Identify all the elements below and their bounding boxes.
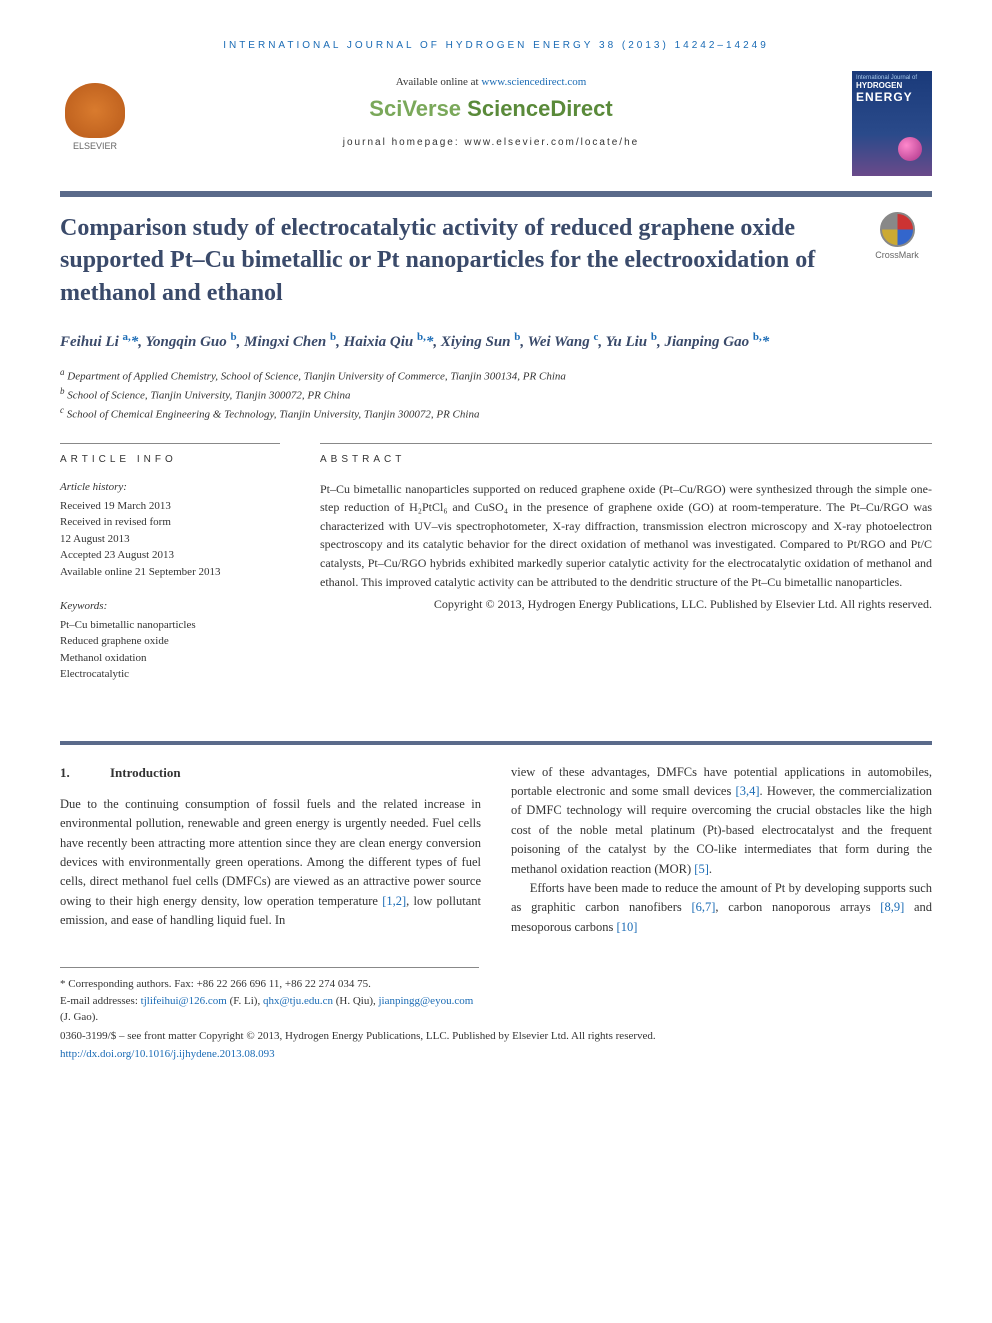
abstract-copyright: Copyright © 2013, Hydrogen Energy Public… — [320, 595, 932, 614]
email-link[interactable]: tjlifeihui@126.com — [141, 995, 227, 1007]
masthead: ELSEVIER Available online at www.science… — [60, 71, 932, 176]
cover-graphic-icon — [898, 137, 922, 161]
article-info-column: ARTICLE INFO Article history: Received 1… — [60, 443, 280, 701]
sciencedirect-text: ScienceDirect — [467, 96, 613, 121]
sciencedirect-logo[interactable]: SciVerse ScienceDirect — [150, 96, 832, 122]
article-history-label: Article history: — [60, 479, 280, 496]
affiliation-list: a Department of Applied Chemistry, Schoo… — [60, 366, 932, 423]
keyword-item: Electrocatalytic — [60, 666, 280, 683]
email-link[interactable]: jianpingg@eyou.com — [379, 995, 474, 1007]
history-line: 12 August 2013 — [60, 531, 280, 548]
doi-line: http://dx.doi.org/10.1016/j.ijhydene.201… — [60, 1046, 932, 1063]
citation-ref[interactable]: [8,9] — [880, 900, 904, 914]
body-paragraph: Efforts have been made to reduce the amo… — [511, 879, 932, 937]
email-label: E-mail addresses: — [60, 995, 141, 1007]
title-row: Comparison study of electrocatalytic act… — [60, 212, 932, 309]
history-line: Available online 21 September 2013 — [60, 564, 280, 581]
keyword-item: Pt–Cu bimetallic nanoparticles — [60, 617, 280, 634]
affiliation-item: c School of Chemical Engineering & Techn… — [60, 404, 932, 423]
body-divider-bar — [60, 741, 932, 745]
doi-link[interactable]: http://dx.doi.org/10.1016/j.ijhydene.201… — [60, 1048, 275, 1060]
masthead-center: Available online at www.sciencedirect.co… — [150, 71, 832, 148]
journal-running-head: INTERNATIONAL JOURNAL OF HYDROGEN ENERGY… — [60, 40, 932, 51]
corr-author-line: * Corresponding authors. Fax: +86 22 266… — [60, 976, 479, 993]
body-left-column: 1.Introduction Due to the continuing con… — [60, 763, 481, 937]
section-heading: 1.Introduction — [60, 763, 481, 783]
crossmark-label: CrossMark — [862, 250, 932, 260]
available-online-prefix: Available online at — [396, 76, 482, 88]
history-line: Received in revised form — [60, 514, 280, 531]
body-paragraph: Due to the continuing consumption of fos… — [60, 795, 481, 931]
available-online-text: Available online at www.sciencedirect.co… — [150, 76, 832, 88]
affiliation-item: b School of Science, Tianjin University,… — [60, 385, 932, 404]
elsevier-logo[interactable]: ELSEVIER — [60, 71, 130, 151]
body-paragraph: view of these advantages, DMFCs have pot… — [511, 763, 932, 879]
title-divider-bar — [60, 191, 932, 197]
abstract-column: ABSTRACT Pt–Cu bimetallic nanoparticles … — [320, 443, 932, 701]
crossmark-badge[interactable]: CrossMark — [862, 212, 932, 309]
section-title: Introduction — [110, 765, 181, 780]
cover-line3: ENERGY — [856, 90, 928, 104]
abstract-heading: ABSTRACT — [320, 443, 932, 468]
email-line: E-mail addresses: tjlifeihui@126.com (F.… — [60, 993, 479, 1026]
section-number: 1. — [60, 763, 110, 783]
sciverse-text: SciVerse — [369, 96, 467, 121]
body-two-column: 1.Introduction Due to the continuing con… — [60, 763, 932, 937]
history-line: Received 19 March 2013 — [60, 498, 280, 515]
sciencedirect-link[interactable]: www.sciencedirect.com — [481, 76, 586, 88]
author-list: Feihui Li a,*, Yongqin Guo b, Mingxi Che… — [60, 329, 932, 354]
front-matter-line: 0360-3199/$ – see front matter Copyright… — [60, 1028, 932, 1045]
affiliation-item: a Department of Applied Chemistry, Schoo… — [60, 366, 932, 385]
article-info-heading: ARTICLE INFO — [60, 443, 280, 467]
article-title: Comparison study of electrocatalytic act… — [60, 212, 842, 309]
keywords-label: Keywords: — [60, 598, 280, 615]
history-line: Accepted 23 August 2013 — [60, 547, 280, 564]
crossmark-icon — [880, 212, 915, 247]
email-link[interactable]: qhx@tju.edu.cn — [263, 995, 333, 1007]
citation-ref[interactable]: [3,4] — [736, 784, 760, 798]
corresponding-author-footnote: * Corresponding authors. Fax: +86 22 266… — [60, 967, 479, 1026]
journal-homepage-text: journal homepage: www.elsevier.com/locat… — [150, 137, 832, 148]
cover-line2: HYDROGEN — [856, 81, 928, 90]
citation-ref[interactable]: [1,2] — [382, 894, 406, 908]
keyword-item: Methanol oxidation — [60, 650, 280, 667]
citation-ref[interactable]: [6,7] — [691, 900, 715, 914]
abstract-text: Pt–Cu bimetallic nanoparticles supported… — [320, 480, 932, 592]
info-abstract-row: ARTICLE INFO Article history: Received 1… — [60, 443, 932, 701]
keywords-block: Keywords: Pt–Cu bimetallic nanoparticles… — [60, 598, 280, 683]
article-history-block: Article history: Received 19 March 2013 … — [60, 479, 280, 580]
citation-ref[interactable]: [5] — [694, 862, 709, 876]
journal-cover-thumbnail[interactable]: International Journal of HYDROGEN ENERGY — [852, 71, 932, 176]
elsevier-label: ELSEVIER — [73, 141, 117, 151]
citation-ref[interactable]: [10] — [617, 920, 638, 934]
body-right-column: view of these advantages, DMFCs have pot… — [511, 763, 932, 937]
elsevier-tree-icon — [65, 83, 125, 138]
keyword-item: Reduced graphene oxide — [60, 633, 280, 650]
